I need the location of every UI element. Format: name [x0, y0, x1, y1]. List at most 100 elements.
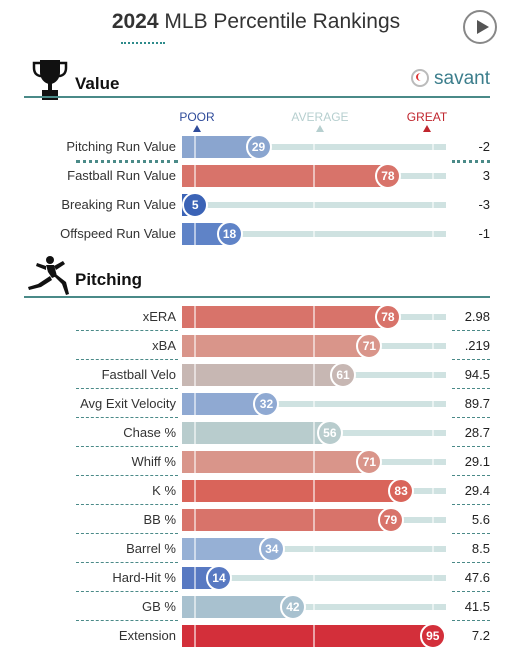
- scale-guide-line: [313, 509, 315, 531]
- row-separator: [452, 446, 490, 447]
- scale-guide-line: [313, 625, 315, 647]
- scale-guide-line: [194, 625, 197, 647]
- percentile-bar: [182, 165, 388, 187]
- percentile-circle: 34: [258, 536, 285, 562]
- scale-guide-line: [431, 335, 434, 357]
- metric-label: BB %: [143, 512, 176, 527]
- metric-row: xERA 78 2.98: [0, 302, 512, 331]
- percentile-circle: 29: [245, 134, 272, 160]
- percentile-circle: 18: [216, 221, 243, 247]
- scale-poor: POOR: [175, 110, 219, 132]
- scale-poor-marker: [193, 125, 201, 132]
- scale-great-label: GREAT: [406, 110, 448, 124]
- header: 2024 MLB Percentile Rankings: [0, 0, 512, 60]
- trophy-icon: [32, 60, 68, 100]
- scale-guide-line: [431, 596, 434, 618]
- row-separator: [76, 160, 178, 163]
- scale-average-marker: [316, 125, 324, 132]
- percentile-bar: [182, 625, 433, 647]
- metric-value: -3: [478, 197, 490, 212]
- metric-row: Fastball Velo 61 94.5: [0, 360, 512, 389]
- metric-value: 29.4: [464, 483, 490, 498]
- metric-row: Hard-Hit % 14 47.6: [0, 563, 512, 592]
- pitching-section-rule: [24, 296, 490, 298]
- savant-label: savant: [434, 68, 490, 89]
- scale-guide-line: [194, 480, 197, 502]
- scale-guide-line: [194, 306, 197, 328]
- row-separator: [76, 533, 178, 534]
- metric-value: 3: [482, 168, 490, 183]
- row-separator: [452, 562, 490, 563]
- scale-guide-line: [313, 451, 315, 473]
- scale-guide-line: [194, 538, 197, 560]
- percentile-circle: 79: [377, 507, 404, 533]
- percentile-circle: 71: [356, 449, 383, 475]
- scale-guide-line: [194, 223, 197, 245]
- percentile-circle: 14: [205, 565, 232, 591]
- scale-guide-line: [194, 393, 197, 415]
- title-year: 2024: [111, 10, 159, 33]
- row-separator: [76, 388, 178, 389]
- scale-guide-line: [313, 567, 315, 589]
- scale-guide-line: [431, 567, 434, 589]
- percentile-bar: [182, 364, 344, 386]
- metric-value: 7.2: [471, 628, 490, 643]
- scale-guide-line: [431, 194, 434, 216]
- metric-value: 29.1: [464, 454, 490, 469]
- metric-row: xBA 71 .219: [0, 331, 512, 360]
- metric-label: Offspeed Run Value: [60, 226, 176, 241]
- scale-guide-line: [194, 165, 197, 187]
- percentile-circle: 61: [330, 362, 357, 388]
- metric-row: Pitching Run Value 29 -2: [0, 132, 512, 163]
- percentile-circle: 71: [356, 333, 383, 359]
- metric-row: Fastball Run Value 78 3: [0, 161, 512, 190]
- scale-guide-line: [431, 480, 434, 502]
- metric-label: K %: [152, 483, 176, 498]
- metric-label: Pitching Run Value: [66, 139, 176, 154]
- scale-guide-line: [431, 223, 434, 245]
- percentile-bar: [182, 451, 370, 473]
- scale-average: AVERAGE: [282, 110, 358, 132]
- row-separator: [76, 562, 178, 563]
- scale-guide-line: [194, 364, 197, 386]
- row-separator: [452, 160, 490, 163]
- metric-label: GB %: [142, 599, 176, 614]
- scale-great-marker: [423, 125, 431, 132]
- metric-row: Breaking Run Value 5 -3: [0, 190, 512, 219]
- metric-label: Avg Exit Velocity: [80, 396, 176, 411]
- play-icon[interactable]: [463, 10, 497, 44]
- scale-guide-line: [313, 480, 315, 502]
- pitcher-icon: [28, 256, 69, 295]
- scale-guide-line: [431, 364, 434, 386]
- value-section-title: Value: [75, 74, 120, 93]
- metric-label: Whiff %: [131, 454, 176, 469]
- percentile-bar: [182, 596, 293, 618]
- metric-row: BB % 79 5.6: [0, 505, 512, 534]
- row-separator: [452, 330, 490, 331]
- value-section-rule: [24, 96, 490, 98]
- scale-guide-line: [431, 136, 434, 158]
- metric-row: Avg Exit Velocity 32 89.7: [0, 389, 512, 418]
- metric-row: Chase % 56 28.7: [0, 418, 512, 447]
- metric-value: 41.5: [464, 599, 490, 614]
- percentile-bar: [182, 136, 259, 158]
- percentile-bar: [182, 480, 402, 502]
- scale-guide-line: [431, 422, 434, 444]
- scale-guide-line: [431, 165, 434, 187]
- scale-guide-line: [194, 567, 197, 589]
- percentile-bar: [182, 422, 330, 444]
- metric-row: K % 83 29.4: [0, 476, 512, 505]
- percentile-circle: 95: [419, 623, 446, 649]
- percentile-circle: 56: [316, 420, 343, 446]
- savant-brand[interactable]: savant: [411, 68, 490, 90]
- pitching-section-title: Pitching: [75, 270, 143, 289]
- metric-label: Barrel %: [126, 541, 176, 556]
- scale-guide-line: [313, 393, 315, 415]
- scale-guide-line: [194, 422, 197, 444]
- metric-value: .219: [464, 338, 490, 353]
- row-separator: [452, 591, 490, 592]
- metric-label: Fastball Run Value: [67, 168, 176, 183]
- metric-row: GB % 42 41.5: [0, 592, 512, 621]
- scale-poor-label: POOR: [179, 110, 215, 124]
- row-separator: [76, 359, 178, 360]
